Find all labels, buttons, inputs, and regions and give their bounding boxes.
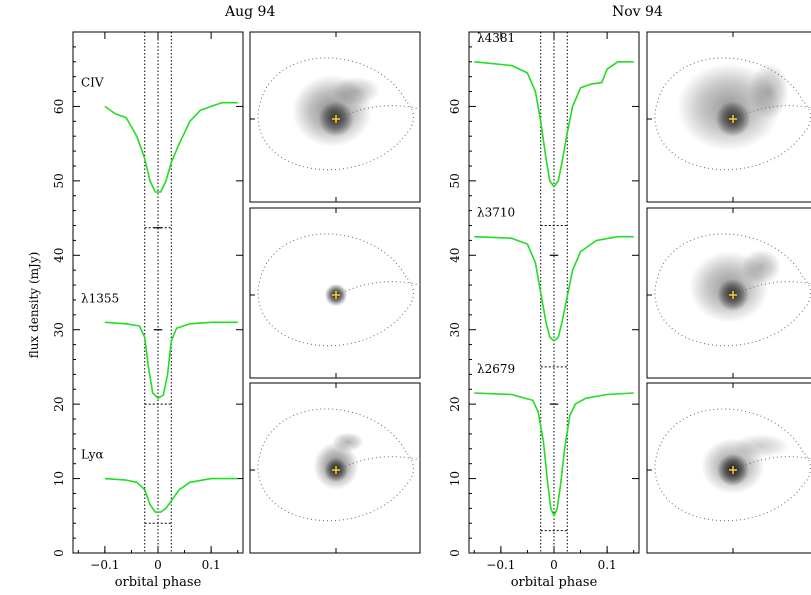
aug-ytick-label: 20 — [52, 397, 66, 412]
aug-ytick-label: 0 — [52, 549, 66, 557]
nov-map-3-stream — [734, 456, 811, 471]
nov-map-1-stream — [734, 105, 811, 120]
aug-curve-0 — [104, 101, 238, 193]
nov-map-1-roche-outline — [654, 57, 811, 171]
aug-map-3 — [249, 382, 421, 554]
aug-ytick-label: 60 — [52, 99, 66, 114]
nov-series-label-0: λ4381 — [477, 31, 515, 45]
nov-map-2-roche-outline — [654, 233, 811, 347]
aug-map-1-stream — [337, 105, 421, 120]
aug-xtick-label: −0.1 — [90, 558, 119, 572]
aug-x-axis-label: orbital phase — [115, 575, 202, 590]
y-axis-label: flux density (mJy) — [27, 252, 41, 359]
aug-ytick-label: 10 — [52, 471, 66, 486]
aug-map-3-roche-outline — [257, 408, 414, 522]
aug-map-3-stream — [337, 456, 421, 471]
nov-xtick-label: 0 — [550, 558, 558, 572]
nov-map-2-intensity-blob — [741, 249, 781, 285]
nov-series-label-2: λ2679 — [477, 362, 515, 376]
nov-map-2-stream — [734, 281, 811, 296]
nov-ytick-label: 30 — [448, 322, 462, 337]
nov-ytick-label: 0 — [448, 549, 462, 557]
nov-x-axis-label: orbital phase — [511, 575, 598, 590]
nov-map-3 — [646, 382, 811, 554]
nov-curve-0 — [474, 60, 634, 188]
aug-ytick-label: 40 — [52, 248, 66, 263]
aug-series-label-2: Lyα — [81, 448, 104, 462]
nov-curve-1 — [474, 235, 634, 342]
aug-map-1-intensity-blob — [332, 76, 380, 106]
aug-map-1 — [249, 31, 421, 203]
aug-xtick-label: 0.1 — [202, 558, 221, 572]
aug-xtick-label: 0 — [154, 558, 162, 572]
aug-map-2-stream — [337, 281, 421, 296]
nov-xtick-label: 0.1 — [598, 558, 617, 572]
nov-map-2 — [646, 207, 811, 379]
nov94-header: Nov 94 — [612, 4, 663, 20]
aug-series-label-0: CIV — [81, 75, 104, 89]
nov-ytick-label: 40 — [448, 248, 462, 263]
aug94-header: Aug 94 — [225, 4, 276, 20]
aug-curve-1 — [104, 321, 238, 400]
aug-ytick-label: 50 — [52, 173, 66, 188]
nov-series-label-1: λ3710 — [477, 206, 515, 220]
nov-curve-2 — [474, 392, 634, 517]
nov-ytick-label: 50 — [448, 173, 462, 188]
nov-map-1-intensity-blob — [749, 63, 789, 119]
aug-series-label-1: λ1355 — [81, 291, 119, 305]
aug-map-1-roche-outline — [257, 57, 414, 171]
nov-xtick-label: −0.1 — [486, 558, 515, 572]
nov-ytick-label: 20 — [448, 397, 462, 412]
nov-map-3-roche-outline — [654, 408, 811, 522]
nov-ytick-label: 10 — [448, 471, 462, 486]
aug-ytick-label: 30 — [52, 322, 66, 337]
aug-map-2 — [249, 207, 421, 379]
aug-map-3-intensity-blob — [332, 432, 364, 452]
nov-ytick-label: 60 — [448, 99, 462, 114]
aug-map-2-roche-outline — [257, 233, 414, 347]
aug-curve-2 — [104, 477, 238, 513]
nov-map-1 — [646, 31, 811, 203]
nov-map-3-intensity-blob — [733, 434, 789, 458]
